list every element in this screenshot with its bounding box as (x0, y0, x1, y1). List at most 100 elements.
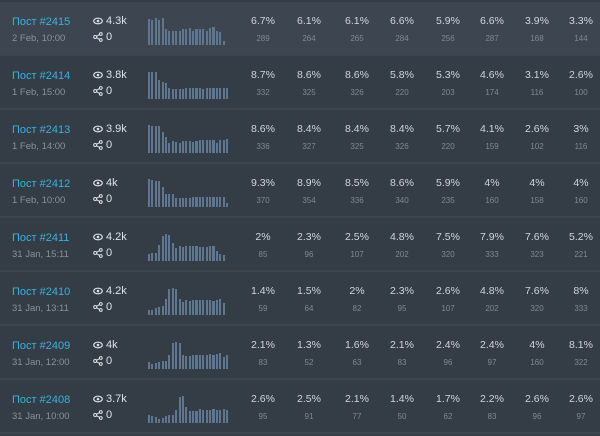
stat-count: 97 (487, 358, 497, 367)
sparkline-bar (171, 342, 174, 369)
sparkline-bar (158, 418, 161, 423)
sparkline-bar (209, 410, 212, 423)
views-count: 4.3k (93, 15, 127, 27)
hour-stat: 3% 116 (561, 123, 600, 151)
hour-stat: 8.6% 336 (243, 123, 283, 151)
hour-stat: 5.9% 256 (428, 15, 468, 43)
sparkline-bar (178, 299, 181, 315)
hour-stat: 1.7% 62 (428, 393, 468, 421)
hour-stat: 6.1% 265 (337, 15, 377, 43)
stat-percent: 2.3% (297, 231, 321, 243)
sparkline-bar (161, 417, 164, 423)
views-count: 4.2k (93, 285, 127, 297)
sparkline-bar (215, 30, 218, 45)
stat-count: 50 (397, 412, 407, 421)
views-sparkline (148, 15, 230, 45)
views-value: 3.7k (106, 393, 127, 405)
sparkline-bar (161, 18, 164, 45)
hour-stat: 8.6% 326 (337, 69, 377, 97)
stat-percent: 7.6% (525, 285, 549, 297)
stat-percent: 1.3% (297, 339, 321, 351)
eye-icon (93, 394, 103, 404)
stat-count: 160 (485, 196, 499, 205)
stat-percent: 8.4% (297, 123, 321, 135)
stat-percent: 4.6% (480, 69, 504, 81)
sparkline-bar (209, 139, 212, 153)
hour-stat: 7.6% 320 (517, 285, 557, 313)
post-row[interactable]: Пост #2408 31 Jan, 10:00 3.7k 0 2.6% 95 2.… (0, 380, 600, 434)
hour-stat: 7.5% 320 (428, 231, 468, 259)
sparkline-bar (215, 88, 218, 99)
sparkline-bar (209, 88, 212, 99)
share-icon (93, 302, 103, 312)
stat-count: 325 (350, 142, 364, 151)
sparkline-bar (209, 246, 212, 261)
shares-count: 0 (93, 31, 112, 43)
post-title-link[interactable]: Пост #2414 (12, 70, 71, 82)
post-title-link[interactable]: Пост #2412 (12, 178, 71, 190)
sparkline-bar (158, 126, 161, 153)
post-title-link[interactable]: Пост #2408 (12, 394, 71, 406)
hour-stat: 3.1% 116 (517, 69, 557, 97)
post-row[interactable]: Пост #2415 2 Feb, 10:00 4.3k 0 6.7% 289 6.… (0, 2, 600, 56)
hour-stat: 8.1% 322 (561, 339, 600, 367)
post-title-link[interactable]: Пост #2411 (12, 232, 70, 244)
sparkline-bar (215, 300, 218, 315)
sparkline-bar (175, 248, 178, 261)
sparkline-bar (185, 356, 188, 369)
stat-percent: 2.4% (480, 339, 504, 351)
hour-stat: 2.6% 95 (243, 393, 283, 421)
sparkline-bar (154, 252, 157, 261)
sparkline-bar (192, 197, 195, 207)
stat-count: 323 (530, 250, 544, 259)
post-title-link[interactable]: Пост #2410 (12, 286, 71, 298)
sparkline-bar (161, 306, 164, 315)
post-title-link[interactable]: Пост #2415 (12, 16, 71, 28)
post-title-link[interactable]: Пост #2409 (12, 340, 71, 352)
shares-value: 0 (106, 409, 113, 421)
hour-stat: 4% 160 (561, 177, 600, 205)
sparkline-bar (215, 197, 218, 207)
sparkline-bar (175, 142, 178, 153)
sparkline-bar (205, 88, 208, 99)
sparkline-bar (212, 88, 215, 99)
views-value: 3.8k (106, 69, 127, 81)
sparkline-bar (192, 354, 195, 369)
post-row[interactable]: Пост #2412 1 Feb, 10:00 4k 0 9.3% 370 8.9%… (0, 164, 600, 218)
post-row[interactable]: Пост #2410 31 Jan, 13:11 4.2k 0 1.4% 59 1.… (0, 272, 600, 326)
stat-count: 77 (352, 412, 362, 421)
sparkline-bar (148, 178, 151, 207)
hour-stat: 2.1% 77 (337, 393, 377, 421)
stat-percent: 2.6% (525, 123, 549, 135)
stat-percent: 7.5% (436, 231, 460, 243)
stat-count: 235 (441, 196, 455, 205)
stat-percent: 8.7% (251, 69, 275, 81)
hour-stat: 4.1% 159 (472, 123, 512, 151)
post-row[interactable]: Пост #2411 31 Jan, 15:11 4.2k 0 2% 85 2.3%… (0, 218, 600, 272)
sparkline-bar (185, 88, 188, 99)
share-icon (93, 410, 103, 420)
hour-stat: 2.4% 96 (428, 339, 468, 367)
hour-stat: 2.5% 91 (289, 393, 329, 421)
post-row[interactable]: Пост #2413 1 Feb, 14:00 3.9k 0 8.6% 336 8.… (0, 110, 600, 164)
stat-percent: 8.1% (569, 339, 593, 351)
post-title-link[interactable]: Пост #2413 (12, 124, 71, 136)
hour-stat: 2.5% 107 (337, 231, 377, 259)
views-value: 3.9k (106, 123, 127, 135)
sparkline-bar (212, 27, 215, 45)
stat-count: 159 (485, 142, 499, 151)
post-row[interactable]: Пост #2414 1 Feb, 15:00 3.8k 0 8.7% 332 8.… (0, 56, 600, 110)
sparkline-bar (188, 141, 191, 153)
stat-count: 63 (352, 358, 362, 367)
sparkline-bar (164, 298, 168, 315)
views-sparkline (148, 393, 230, 423)
sparkline-bar (154, 126, 157, 153)
sparkline-bar (192, 300, 195, 315)
stat-count: 158 (530, 196, 544, 205)
stat-percent: 2.6% (251, 393, 275, 405)
views-count: 4k (93, 177, 118, 189)
post-row[interactable]: Пост #2409 31 Jan, 12:00 4k 0 2.1% 83 1.3%… (0, 326, 600, 380)
sparkline-bar (195, 88, 198, 99)
sparkline-bar (212, 300, 215, 315)
hour-stat: 2.2% 83 (472, 393, 512, 421)
